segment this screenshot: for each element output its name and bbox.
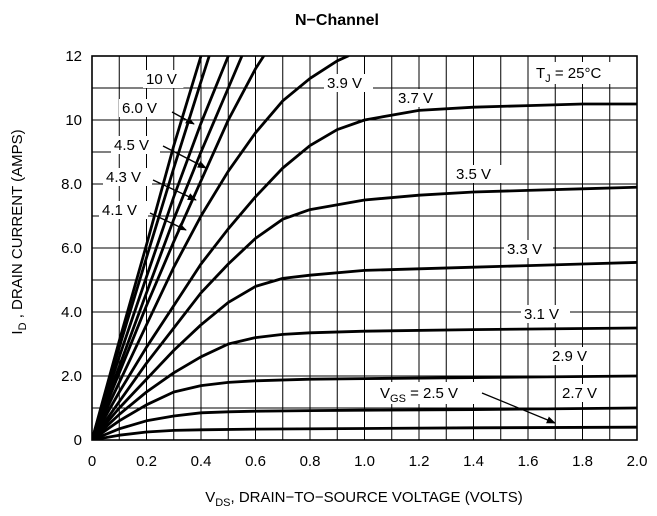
series-curve	[92, 185, 637, 440]
x-tick-label: 1.8	[572, 453, 593, 470]
curve-label: 3.7 V	[398, 90, 433, 107]
series-curves	[92, 56, 637, 440]
series-curve	[92, 56, 230, 440]
y-axis-label: ID , DRAIN CURRENT (AMPS)	[9, 129, 29, 334]
x-tick-label: 2.0	[627, 453, 648, 470]
series-curve	[92, 260, 637, 440]
tj-annotation: TJ = 25°C	[536, 65, 601, 85]
y-tick-label: 12	[65, 48, 82, 65]
tj-label-bg	[531, 62, 631, 84]
x-tick-label: 0.8	[300, 453, 321, 470]
y-axis-label-rest: , DRAIN CURRENT (AMPS)	[9, 129, 26, 322]
x-tick-label: 1.6	[518, 453, 539, 470]
curve-label-bg	[395, 89, 444, 107]
series-curve	[92, 406, 637, 440]
curve-label: 6.0 V	[122, 100, 157, 117]
curve-label: 4.5 V	[114, 137, 149, 154]
x-tick-label: 0	[88, 453, 96, 470]
label-arrow	[152, 179, 197, 201]
series-curve	[92, 374, 637, 440]
label-arrows	[149, 111, 556, 424]
x-tick-label: 0.4	[191, 453, 212, 470]
series-curve	[92, 56, 266, 440]
curve-label: 3.5 V	[456, 166, 491, 183]
curve-label-bg	[99, 201, 148, 219]
y-tick-label: 10	[65, 112, 82, 129]
y-tick-label: 4.0	[61, 304, 82, 321]
curve-label: 10 V	[146, 71, 177, 88]
x-tick-label: 0.6	[245, 453, 266, 470]
y-tick-label: 2.0	[61, 368, 82, 385]
curve-label: 3.9 V	[327, 75, 362, 92]
label-arrow	[481, 392, 556, 424]
vgs-label-bg	[376, 382, 494, 404]
x-axis-label-rest: , DRAIN−TO−SOURCE VOLTAGE (VOLTS)	[231, 489, 523, 506]
tj-main: T	[536, 65, 545, 82]
x-axis-label-sub: DS	[215, 497, 230, 509]
curve-label-bg	[549, 347, 598, 365]
y-axis-label-main: I	[9, 330, 26, 334]
vgs-main: V	[380, 385, 390, 402]
curve-label-bg	[103, 168, 152, 186]
curve-label-bg	[111, 136, 160, 154]
y-tick-label: 6.0	[61, 240, 82, 257]
curve-label: 4.3 V	[106, 169, 141, 186]
label-arrow	[149, 212, 187, 231]
vgs-rest: = 2.5 V	[406, 385, 458, 402]
series-curve	[92, 56, 211, 440]
curve-label-bg	[324, 74, 373, 92]
curve-label: 2.7 V	[562, 385, 597, 402]
x-tick-label: 1.4	[463, 453, 484, 470]
curve-label: 3.1 V	[524, 306, 559, 323]
curve-label: 3.3 V	[507, 241, 542, 258]
x-tick-label: 1.2	[409, 453, 430, 470]
tj-rest: = 25°C	[551, 65, 602, 82]
series-curve	[92, 326, 637, 440]
x-axis-label: VDS, DRAIN−TO−SOURCE VOLTAGE (VOLTS)	[205, 489, 523, 509]
curve-label-bg	[504, 240, 553, 258]
curve-label: 2.9 V	[552, 348, 587, 365]
curve-label: 4.1 V	[102, 202, 137, 219]
curve-labels: 10 V 6.0 V 4.5 V 4.3 V 4.1 V 3.9 V 3.7 V 3.5 V 3…	[99, 62, 631, 404]
series-curve	[92, 56, 244, 440]
vgs-annotation: VGS = 2.5 V	[380, 385, 458, 405]
curve-label-bg	[119, 99, 168, 117]
series-curve	[92, 425, 637, 440]
x-tick-label: 1.0	[354, 453, 375, 470]
x-axis-label-main: V	[205, 489, 215, 506]
x-tick-label: 0.2	[136, 453, 157, 470]
axis-ticks: 0 0.2 0.4 0.6 0.8 1.0 1.2 1.4 1.6 1.8 2.0 0 2.0 4.0 6.…	[61, 48, 647, 470]
curve-label-bg	[143, 70, 184, 88]
curve-label-bg	[559, 384, 608, 402]
vgs-sub: GS	[390, 393, 406, 405]
label-arrow	[171, 111, 195, 125]
series-curve	[92, 56, 350, 440]
chart-title: N−Channel	[295, 12, 379, 29]
y-tick-label: 8.0	[61, 176, 82, 193]
y-tick-label: 0	[74, 432, 82, 449]
plot-frame	[91, 55, 638, 441]
tj-sub: J	[545, 73, 551, 85]
y-axis-label-sub: D	[17, 322, 29, 330]
label-arrow	[162, 145, 207, 169]
curve-label-bg	[521, 305, 570, 323]
series-curve	[92, 102, 637, 440]
curve-label-bg	[453, 165, 502, 183]
